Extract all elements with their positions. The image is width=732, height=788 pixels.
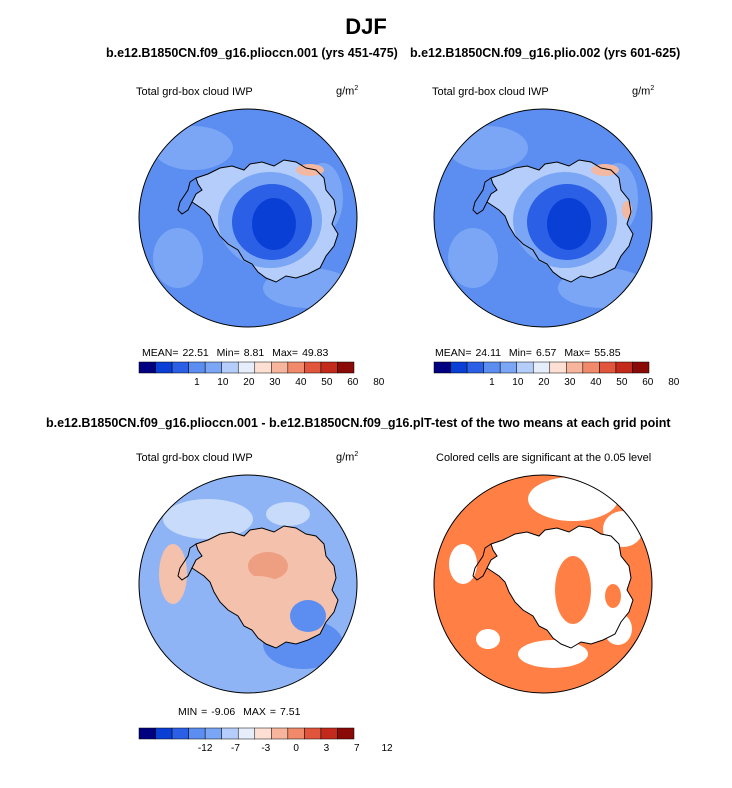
blue-edge bbox=[290, 600, 326, 632]
colorbar-3: -12 -7 -3 0 3 7 12 bbox=[139, 728, 393, 754]
colorbar-cell bbox=[222, 728, 239, 739]
colorbar-tick-label: 60 bbox=[347, 377, 359, 388]
significant-interior bbox=[555, 556, 591, 624]
colorbar-cell bbox=[172, 362, 189, 373]
colorbar-cell bbox=[271, 728, 288, 739]
colorbar-cell bbox=[533, 362, 550, 373]
colorbar-cell bbox=[172, 728, 189, 739]
map-2 bbox=[434, 109, 652, 327]
colorbar-cell bbox=[632, 362, 649, 373]
colorbar-cell bbox=[156, 362, 173, 373]
colorbar-tick-label: 3 bbox=[324, 743, 330, 754]
colorbar-cell bbox=[238, 728, 255, 739]
colorbar-tick-label: 7 bbox=[354, 743, 360, 754]
colorbar-tick-label: -12 bbox=[198, 743, 213, 754]
colorbar-cell bbox=[288, 362, 305, 373]
colorbar-tick-label: 40 bbox=[295, 377, 307, 388]
colorbar-cell bbox=[337, 728, 354, 739]
pale-patch bbox=[163, 499, 253, 539]
colorbar-cell bbox=[337, 362, 354, 373]
colorbar-tick-label: -7 bbox=[231, 743, 240, 754]
colorbar-cell bbox=[583, 362, 600, 373]
colorbar-tick-label: -3 bbox=[261, 743, 270, 754]
colorbar-cell bbox=[238, 362, 255, 373]
colorbar-cell bbox=[616, 362, 633, 373]
warm-patch bbox=[159, 544, 187, 604]
colorbar-cell bbox=[550, 362, 567, 373]
colorbar-tick-label: 60 bbox=[642, 377, 654, 388]
colorbar-cell bbox=[434, 362, 451, 373]
colorbar-tick-label: 12 bbox=[382, 743, 394, 754]
colorbar-tick-label: 20 bbox=[243, 377, 255, 388]
colorbar-cell bbox=[156, 728, 173, 739]
colorbar-tick-label: 40 bbox=[590, 377, 602, 388]
map-1 bbox=[139, 109, 357, 327]
map-3 bbox=[139, 475, 357, 693]
colorbar-cell bbox=[189, 362, 206, 373]
colorbar-cell bbox=[189, 728, 206, 739]
colorbar-tick-label: 80 bbox=[668, 377, 680, 388]
colorbar-cell bbox=[222, 362, 239, 373]
colorbar-cell bbox=[566, 362, 583, 373]
colorbar-cell bbox=[271, 362, 288, 373]
colorbar-tick-label: 1 bbox=[194, 377, 200, 388]
colorbar-cell bbox=[255, 728, 272, 739]
colorbar-1: 1 10 20 30 40 50 60 80 bbox=[139, 362, 385, 388]
colorbar-tick-label: 10 bbox=[512, 377, 524, 388]
colorbar-tick-label: 20 bbox=[538, 377, 550, 388]
colorbar-tick-label: 50 bbox=[616, 377, 628, 388]
colorbar-cell bbox=[139, 362, 156, 373]
colorbar-tick-label: 10 bbox=[217, 377, 229, 388]
figure-canvas: 1 10 20 30 40 50 60 80 1 10 20 30 40 50 60 80 -12 -7 -3 0 3 7… bbox=[0, 0, 732, 788]
colorbar-cell bbox=[484, 362, 501, 373]
colorbar-cell bbox=[304, 728, 321, 739]
pale-patch bbox=[266, 502, 310, 526]
colorbar-tick-label: 80 bbox=[373, 377, 385, 388]
colorbar-cell bbox=[288, 728, 305, 739]
not-significant-area bbox=[528, 477, 618, 521]
colorbar-cell bbox=[321, 362, 338, 373]
colorbar-tick-label: 30 bbox=[564, 377, 576, 388]
colorbar-cell bbox=[255, 362, 272, 373]
colorbar-cell bbox=[205, 728, 222, 739]
colorbar-tick-label: 50 bbox=[321, 377, 333, 388]
colorbar-cell bbox=[205, 362, 222, 373]
colorbar-cell bbox=[451, 362, 468, 373]
significant-interior bbox=[605, 584, 621, 608]
not-significant-area bbox=[449, 544, 477, 584]
not-significant-area bbox=[476, 629, 500, 649]
colorbar-tick-label: 0 bbox=[293, 743, 299, 754]
colorbar-cell bbox=[321, 728, 338, 739]
colorbar-2: 1 10 20 30 40 50 60 80 bbox=[434, 362, 680, 388]
inland-core bbox=[547, 198, 591, 250]
inland-core bbox=[252, 198, 296, 250]
colorbar-cell bbox=[304, 362, 321, 373]
light-patch bbox=[448, 228, 498, 288]
colorbar-cell bbox=[467, 362, 484, 373]
colorbar-cell bbox=[599, 362, 616, 373]
warm-core bbox=[248, 552, 288, 580]
colorbar-cell bbox=[517, 362, 534, 373]
colorbar-cell bbox=[139, 728, 156, 739]
warm-mid bbox=[228, 576, 288, 616]
colorbar-tick-label: 1 bbox=[489, 377, 495, 388]
colorbar-tick-label: 30 bbox=[269, 377, 281, 388]
map-4 bbox=[434, 475, 652, 693]
light-patch bbox=[153, 228, 203, 288]
colorbar-cell bbox=[500, 362, 517, 373]
